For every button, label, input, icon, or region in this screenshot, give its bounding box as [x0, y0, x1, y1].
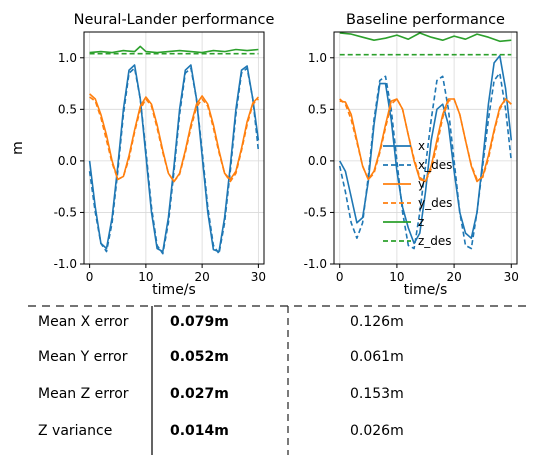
series-line-x	[339, 54, 513, 245]
neural-value: 0.079m	[170, 314, 229, 330]
chart-2: 0 10 20 30 1.0 0.5 0.0 -0.5 -1.0 Baseline perform…	[304, 12, 519, 298]
y-tick-label: 1.0	[308, 51, 327, 65]
series-line-x	[88, 64, 260, 253]
y-tick-label: 0.5	[58, 102, 77, 116]
y-tick-label: -0.5	[54, 205, 77, 219]
x-tick-label: 10	[389, 270, 404, 284]
y-tick-label: 0.0	[308, 154, 327, 168]
chart-1: 0 10 20 30 1.0 0.5 0.0 -0.5 -1.0 Neural-Lander pe…	[10, 12, 274, 298]
baseline-value: 0.126m	[350, 314, 404, 330]
legend-label: z	[418, 215, 424, 229]
legend-label: x_des	[418, 158, 452, 172]
charts-canvas: 0 10 20 30 1.0 0.5 0.0 -0.5 -1.0 Neural-Lander pe…	[10, 12, 519, 298]
legend-label: y	[418, 177, 425, 191]
y-tick-label: -0.5	[304, 205, 327, 219]
y-tick-label: 0.5	[308, 102, 327, 116]
series-line-x-des	[88, 67, 260, 255]
x-axis-label: time/s	[152, 282, 196, 298]
series-line-z	[339, 32, 512, 43]
baseline-value: 0.061m	[350, 349, 404, 365]
metric-label: Mean Z error	[38, 386, 129, 402]
y-tick-label: -1.0	[54, 257, 77, 271]
plot-frame	[333, 31, 518, 265]
x-tick-label: 0	[336, 270, 344, 284]
chart-title: Baseline performance	[346, 12, 505, 28]
legend-label: y_des	[418, 196, 452, 210]
metric-label: Mean Y error	[38, 349, 128, 365]
y-tick-label: 0.0	[58, 154, 77, 168]
x-tick-label: 20	[194, 270, 209, 284]
y-tick-label: 1.0	[58, 51, 77, 65]
y-axis-label: m	[10, 141, 26, 155]
metric-label: Mean X error	[38, 314, 129, 330]
x-tick-label: 30	[504, 270, 519, 284]
x-tick-label: 30	[251, 270, 266, 284]
series-line-y-des	[339, 98, 512, 183]
x-tick-label: 20	[446, 270, 461, 284]
baseline-value: 0.026m	[350, 423, 404, 439]
neural-value: 0.052m	[170, 349, 229, 365]
plot-frame	[83, 31, 265, 265]
series-line-z	[89, 45, 259, 54]
neural-value: 0.014m	[170, 423, 229, 439]
x-axis-label: time/s	[404, 282, 448, 298]
x-tick-label: 10	[138, 270, 153, 284]
metrics-table: Mean X error 0.079m 0.126m Mean Y error …	[0, 298, 550, 457]
y-tick-label: -1.0	[304, 257, 327, 271]
metrics-dividers	[28, 305, 530, 455]
x-tick-label: 0	[86, 270, 94, 284]
baseline-value: 0.153m	[350, 386, 404, 402]
series-line-x-des	[338, 72, 513, 250]
chart-title: Neural-Lander performance	[74, 12, 275, 28]
legend-label: x	[418, 139, 425, 153]
legend-label: z_des	[418, 234, 452, 248]
metric-label: Z variance	[38, 423, 113, 439]
neural-value: 0.027m	[170, 386, 229, 402]
series-line-y-des	[89, 96, 259, 183]
